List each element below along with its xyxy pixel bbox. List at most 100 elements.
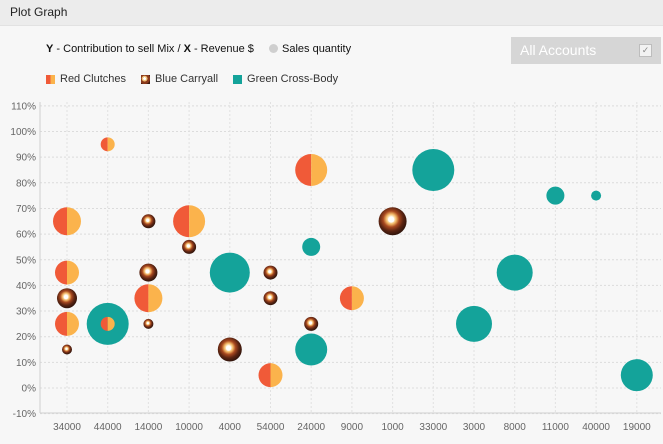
flower-petal-highlight [145,269,150,274]
flower-petal-highlight [308,321,313,325]
bubble-red-clutches[interactable] [100,137,115,152]
bubble-blue-carryall[interactable] [304,316,319,331]
bubble-left-half [258,363,271,388]
flower-petal-highlight [225,345,232,351]
x-tick-label: 3000 [463,422,486,433]
bubble-red-clutches[interactable] [100,316,115,331]
bubble-green-cross-body[interactable] [412,148,455,191]
bubble-green-cross-body[interactable] [295,333,328,366]
y-tick-label: 100% [10,127,36,138]
bubble-left-half [55,311,67,336]
bubble-left-half [134,284,149,313]
caption-y-letter: Y [46,43,54,55]
bubble-blue-carryall[interactable] [263,291,278,306]
legend-label: Blue Carryall [155,73,219,85]
x-tick-label: 1000 [381,422,404,433]
x-tick-label: 54000 [257,422,285,433]
y-tick-label: 90% [16,153,36,164]
caption-x-letter: X [183,43,191,55]
account-selector[interactable]: All Accounts ✓ [511,37,661,64]
green-cross-body-swatch-icon [233,74,243,84]
flower-petal-highlight [146,322,149,325]
bubble-blue-carryall[interactable] [217,337,242,362]
x-tick-label: 4000 [219,422,242,433]
size-legend-label: Sales quantity [282,43,352,55]
bubble-left-half [55,260,67,285]
bubble-blue-carryall[interactable] [143,318,154,329]
legend-label: Green Cross-Body [247,73,339,85]
flower-petal-highlight [146,218,150,222]
bubble-left-half [53,207,67,236]
bubble-right-half [67,207,82,236]
legend-item-red-clutches[interactable]: Red Clutches [46,73,126,85]
bubble-blue-carryall[interactable] [62,344,72,355]
y-tick-label: -10% [13,409,36,420]
bubble-red-clutches[interactable] [55,260,79,285]
bubble-right-half [351,286,364,311]
bubble-green-cross-body[interactable] [620,359,653,392]
flower-petal-highlight [63,294,69,300]
y-tick-label: 110% [11,101,36,112]
caption-x-text: - Revenue $ [190,43,254,55]
legend-item-green-cross-body[interactable]: Green Cross-Body [233,73,338,85]
bubble-right-half [107,137,115,152]
bubble-green-cross-body[interactable] [591,190,602,201]
x-tick-label: 11000 [542,422,570,433]
bubble-red-clutches[interactable] [258,363,283,388]
bubble-right-half [311,153,328,186]
window-title: Plot Graph [10,5,68,19]
flower-petal-highlight [65,347,68,351]
bubble-red-clutches[interactable] [295,153,328,186]
bubble-right-half [270,363,283,388]
plot-area [40,102,661,416]
bubble-red-clutches[interactable] [55,311,79,336]
x-tick-label: 44000 [94,422,122,433]
bubble-green-cross-body[interactable] [209,252,250,293]
x-tick-label: 10000 [175,422,203,433]
chart-legend: Red Clutches Blue Carryall Green Cross-B… [46,73,338,85]
bubble-green-cross-body[interactable] [302,237,321,256]
y-tick-label: 30% [16,307,36,318]
bubble-green-cross-body[interactable] [546,186,565,205]
y-tick-label: 60% [16,230,36,241]
bubble-right-half [67,260,79,285]
bubble-left-half [339,286,352,311]
account-selector-label: All Accounts [520,42,597,58]
y-tick-label: 70% [16,204,36,215]
bubble-blue-carryall[interactable] [141,214,156,229]
bubble-red-clutches[interactable] [53,207,82,236]
bubble-green-cross-body[interactable] [496,254,533,291]
x-tick-label: 9000 [341,422,364,433]
checkbox-icon[interactable]: ✓ [639,44,652,57]
bubble-blue-carryall[interactable] [182,239,197,254]
y-tick-label: 40% [16,281,36,292]
bubble-blue-carryall[interactable] [263,265,278,280]
bubble-red-clutches[interactable] [134,284,163,313]
size-dot-icon [269,44,278,53]
x-tick-label: 19000 [623,422,651,433]
window-titlebar: Plot Graph [0,0,663,26]
y-tick-label: 10% [16,358,36,369]
bubble-green-cross-body[interactable] [456,305,492,342]
bubble-left-half [100,137,108,152]
flower-petal-highlight [268,295,272,299]
bubble-right-half [67,311,79,336]
bubble-blue-carryall[interactable] [57,288,77,309]
bubble-red-clutches[interactable] [339,286,364,311]
y-tick-label: 0% [22,384,37,395]
caption-y-text: - Contribution to sell Mix / [53,43,184,55]
x-tick-label: 14000 [134,422,162,433]
bubble-right-half [107,316,115,331]
legend-item-blue-carryall[interactable]: Blue Carryall [141,73,218,85]
bubble-blue-carryall[interactable] [378,207,407,236]
y-tick-label: 20% [16,332,36,343]
flower-petal-highlight [388,216,395,223]
y-tick-label: 50% [16,255,36,266]
x-tick-label: 24000 [297,422,325,433]
flower-petal-highlight [268,270,272,274]
bubble-right-half [189,205,206,238]
x-tick-label: 8000 [504,422,527,433]
bubble-red-clutches[interactable] [173,205,206,238]
bubble-left-half [100,316,108,331]
bubble-blue-carryall[interactable] [139,263,158,282]
